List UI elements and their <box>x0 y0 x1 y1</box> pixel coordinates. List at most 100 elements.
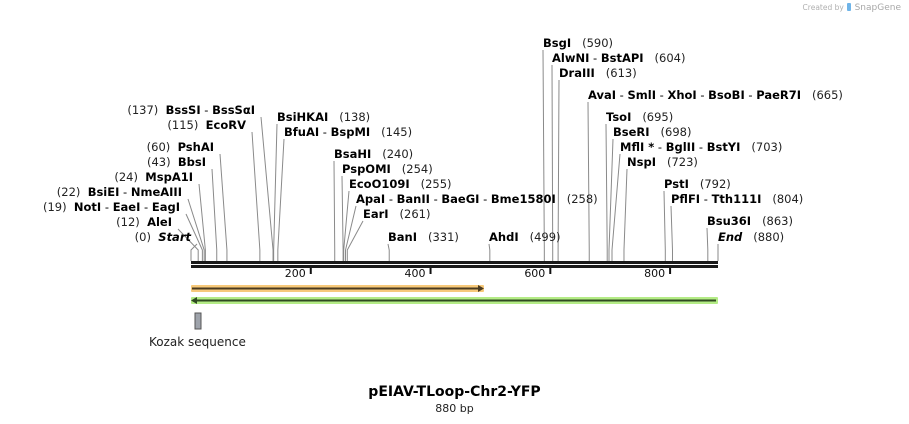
leader-line <box>198 183 206 261</box>
site-position: (145) <box>381 125 413 139</box>
leader-line <box>387 243 390 261</box>
site-label-pflfi[interactable]: PflFI - Tth111I (804) <box>671 192 803 206</box>
enzyme-name: BsaHI <box>334 147 372 161</box>
site-label-bfuai[interactable]: BfuAI - BspMI (145) <box>284 125 412 139</box>
site-label-bsihkai[interactable]: BsiHKAI (138) <box>277 110 370 124</box>
site-label-eari[interactable]: EarI (261) <box>363 207 430 221</box>
enzyme-name: BanI <box>388 230 417 244</box>
site-label-draiii[interactable]: DraIII (613) <box>559 66 637 80</box>
plasmid-name: pEIAV-TLoop-Chr2-YFP <box>368 384 541 400</box>
site-label-bsgi[interactable]: BsgI (590) <box>543 36 613 50</box>
separator: - <box>696 88 709 102</box>
site-label-bani[interactable]: BanI (331) <box>388 230 459 244</box>
enzyme-name: BbsI <box>177 155 206 169</box>
dna-backbone[interactable] <box>191 261 718 268</box>
site-leader-lines <box>177 49 719 261</box>
enzyme-name: PspOMI <box>342 162 391 176</box>
enzyme-name: AvaI <box>588 88 617 102</box>
site-label-alwni[interactable]: AlwNI - BstAPI (604) <box>552 51 685 65</box>
enzyme-name: AlwNI <box>552 51 590 65</box>
enzyme-name: PaeR7I <box>756 88 802 102</box>
enzyme-name: BanII <box>396 192 430 206</box>
site-label-eco0109i[interactable]: EcoO109I (255) <box>349 177 452 191</box>
site-label-pspomi[interactable]: PspOMI (254) <box>342 162 433 176</box>
site-label-bbsi[interactable]: (43) BbsI <box>147 155 206 169</box>
separator: - <box>140 200 152 214</box>
site-label-avai[interactable]: AvaI - SmlI - XhoI - BsoBI - PaeR7I (665… <box>588 88 843 102</box>
enzyme-name: MflI * <box>620 140 655 154</box>
site-position: (137) <box>127 103 159 117</box>
ruler-tick-label: 400 <box>404 267 426 280</box>
site-label-tsoi[interactable]: TsoI (695) <box>606 110 673 124</box>
site-position: (60) <box>146 140 171 154</box>
site-label-bsiei[interactable]: (22) BsiEI - NmeAIII <box>57 185 182 199</box>
leader-line <box>273 123 278 261</box>
site-label-bsahi[interactable]: BsaHI (240) <box>334 147 413 161</box>
kozak-sequence-label: Kozak sequence <box>149 335 246 349</box>
enzyme-name: PstI <box>664 177 689 191</box>
leader-line <box>343 190 350 261</box>
site-label-ecorv[interactable]: (115) EcoRV <box>167 118 246 132</box>
site-position: (703) <box>751 140 783 154</box>
site-label-bsu36i[interactable]: Bsu36I (863) <box>707 214 793 228</box>
enzyme-name: BsiEI <box>87 185 120 199</box>
separator: - <box>319 125 331 139</box>
leader-line <box>605 123 608 261</box>
kozak-sequence-box[interactable] <box>194 312 202 330</box>
site-position: (254) <box>401 162 433 176</box>
site-position: (613) <box>605 66 637 80</box>
site-label-ahdi[interactable]: AhdI (499) <box>489 230 561 244</box>
site-position: (604) <box>654 51 686 65</box>
site-position: (863) <box>762 214 793 228</box>
separator: - <box>101 200 113 214</box>
site-position: (261) <box>399 207 431 221</box>
enzyme-name: Start <box>158 230 191 244</box>
site-label-mspa1i[interactable]: (24) MspA1I <box>114 170 193 184</box>
leader-line <box>542 49 545 261</box>
site-position: (255) <box>420 177 452 191</box>
site-label-start[interactable]: (0) Start <box>135 230 191 244</box>
site-position: (43) <box>146 155 171 169</box>
site-position: (138) <box>339 110 371 124</box>
enzyme-name: BssSI <box>165 103 201 117</box>
plasmid-length: 880 bp <box>435 402 474 415</box>
enzyme-name: EcoO109I <box>349 177 410 191</box>
enzyme-name: MspA1I <box>145 170 193 184</box>
site-label-apai[interactable]: ApaI - BanII - BaeGI - Bme1580I (258) <box>356 192 598 206</box>
site-position: (19) <box>42 200 67 214</box>
site-position: (12) <box>116 215 140 229</box>
enzyme-name: PflFI <box>671 192 701 206</box>
separator: - <box>654 140 666 154</box>
site-label-end[interactable]: End (880) <box>718 230 784 244</box>
enzyme-name: EagI <box>151 200 180 214</box>
feature-forward-arrow[interactable] <box>191 285 484 292</box>
enzyme-name: EaeI <box>112 200 141 214</box>
site-label-pshai[interactable]: (60) PshAI <box>147 140 214 154</box>
separator: - <box>479 192 491 206</box>
site-position: (115) <box>167 118 199 132</box>
site-label-psti[interactable]: PstI (792) <box>664 177 731 191</box>
enzyme-name: DraIII <box>559 66 595 80</box>
site-label-noti[interactable]: (19) NotI - EaeI - EagI <box>43 200 180 214</box>
enzyme-name: BstYI <box>706 140 741 154</box>
leader-line <box>608 138 614 261</box>
leader-line <box>663 190 666 261</box>
separator: - <box>656 88 668 102</box>
leader-line <box>346 220 364 261</box>
site-label-mfli[interactable]: MflI * - BglII - BstYI (703) <box>620 140 782 154</box>
leader-line <box>187 198 205 261</box>
separator: - <box>589 51 601 65</box>
enzyme-name: BfuAI <box>284 125 320 139</box>
feature-reverse-arrow[interactable] <box>191 297 718 304</box>
site-label-bsssi[interactable]: (137) BssSI - BssSαI <box>127 103 255 117</box>
enzyme-name: BssSαI <box>212 103 255 117</box>
site-position: (723) <box>666 155 698 169</box>
leader-line <box>190 243 198 261</box>
site-label-bseri[interactable]: BseRI (698) <box>613 125 691 139</box>
site-position: (590) <box>582 36 614 50</box>
site-label-alei[interactable]: (12) AleI <box>116 215 172 229</box>
site-position: (695) <box>642 110 674 124</box>
site-label-nspi[interactable]: NspI (723) <box>627 155 698 169</box>
enzyme-name: BspMI <box>330 125 371 139</box>
